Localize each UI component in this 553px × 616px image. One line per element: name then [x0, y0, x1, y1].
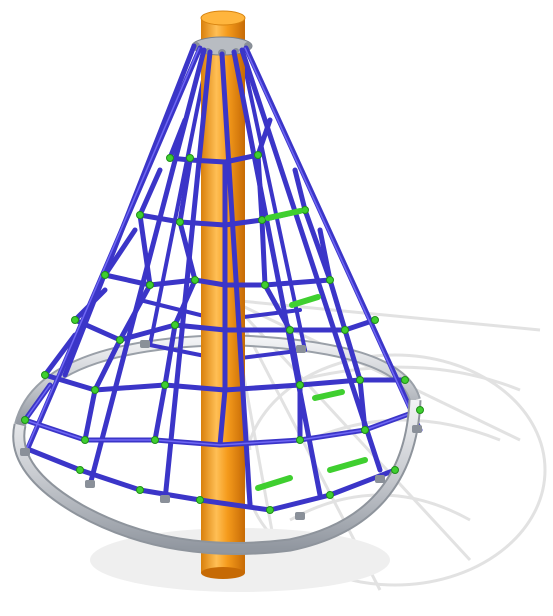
ground-ring-clamps — [20, 340, 422, 520]
rope-connectors — [21, 151, 424, 514]
ground-ring — [12, 399, 422, 555]
rope-net — [22, 43, 423, 513]
mast-front — [203, 60, 243, 573]
rope-sleeves — [255, 208, 368, 491]
rope-highlights — [23, 47, 421, 456]
